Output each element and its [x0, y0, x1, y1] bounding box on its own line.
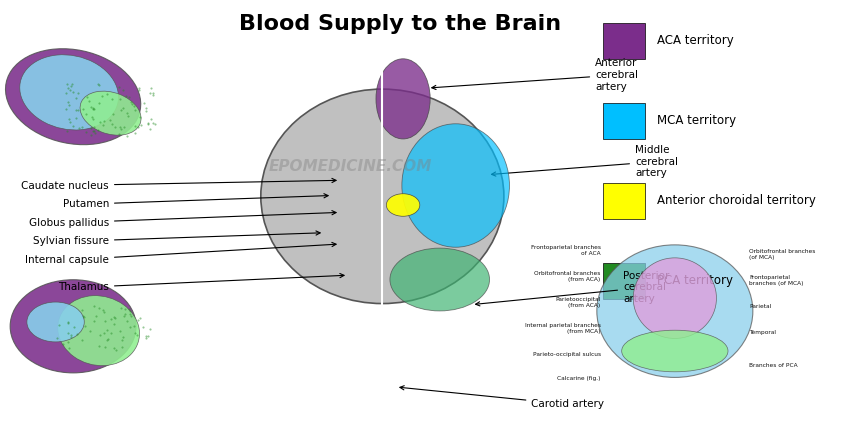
Text: EPOMEDICINE.COM: EPOMEDICINE.COM	[269, 159, 432, 174]
FancyBboxPatch shape	[603, 23, 645, 58]
Ellipse shape	[260, 89, 504, 303]
Ellipse shape	[386, 194, 420, 216]
Ellipse shape	[6, 49, 141, 145]
Ellipse shape	[633, 258, 717, 338]
Text: Putamen: Putamen	[62, 194, 328, 209]
Text: ACA territory: ACA territory	[658, 34, 734, 47]
Text: Thalamus: Thalamus	[58, 273, 344, 292]
Ellipse shape	[402, 124, 509, 247]
Ellipse shape	[597, 245, 753, 378]
Text: Orbitofrontal branches
(from ACA): Orbitofrontal branches (from ACA)	[534, 271, 601, 282]
Text: Parieto-occipital sulcus: Parieto-occipital sulcus	[533, 352, 601, 357]
Text: Caudate nucleus: Caudate nucleus	[21, 178, 336, 191]
FancyBboxPatch shape	[603, 184, 645, 219]
Text: Calcarine (fig.): Calcarine (fig.)	[557, 376, 601, 381]
Text: Internal parietal branches
(from MCA): Internal parietal branches (from MCA)	[524, 323, 601, 334]
Text: Carotid artery: Carotid artery	[400, 386, 604, 409]
Ellipse shape	[19, 55, 119, 130]
Ellipse shape	[376, 59, 430, 139]
Text: Sylvian fissure: Sylvian fissure	[33, 231, 320, 246]
Text: Anterior
cerebral
artery: Anterior cerebral artery	[432, 58, 638, 92]
Text: Parietooccipital
(from ACA): Parietooccipital (from ACA)	[556, 297, 601, 308]
Text: Globus pallidus: Globus pallidus	[29, 211, 336, 228]
Text: Anterior choroidal territory: Anterior choroidal territory	[658, 194, 816, 207]
Text: PCA territory: PCA territory	[658, 274, 733, 287]
Text: Frontoparietal branches
of ACA: Frontoparietal branches of ACA	[531, 245, 601, 256]
Text: Temporal: Temporal	[749, 330, 776, 335]
Ellipse shape	[27, 302, 84, 342]
Ellipse shape	[80, 91, 141, 135]
Text: Branches of PCA: Branches of PCA	[749, 363, 797, 368]
Text: Frontoparietal
branches (of MCA): Frontoparietal branches (of MCA)	[749, 276, 803, 286]
Ellipse shape	[621, 330, 728, 372]
FancyBboxPatch shape	[603, 103, 645, 139]
Text: Orbitofrontal branches
(of MCA): Orbitofrontal branches (of MCA)	[749, 249, 815, 260]
Text: Blood Supply to the Brain: Blood Supply to the Brain	[239, 14, 561, 34]
FancyBboxPatch shape	[603, 263, 645, 299]
Text: Middle
cerebral
artery: Middle cerebral artery	[491, 145, 678, 178]
Ellipse shape	[10, 280, 136, 373]
Text: Posterior
cerebral
artery: Posterior cerebral artery	[475, 271, 669, 306]
Text: MCA territory: MCA territory	[658, 114, 737, 127]
Ellipse shape	[390, 248, 490, 311]
Ellipse shape	[57, 296, 139, 366]
Text: Parietal: Parietal	[749, 304, 771, 309]
Text: Internal capsule: Internal capsule	[25, 242, 336, 265]
